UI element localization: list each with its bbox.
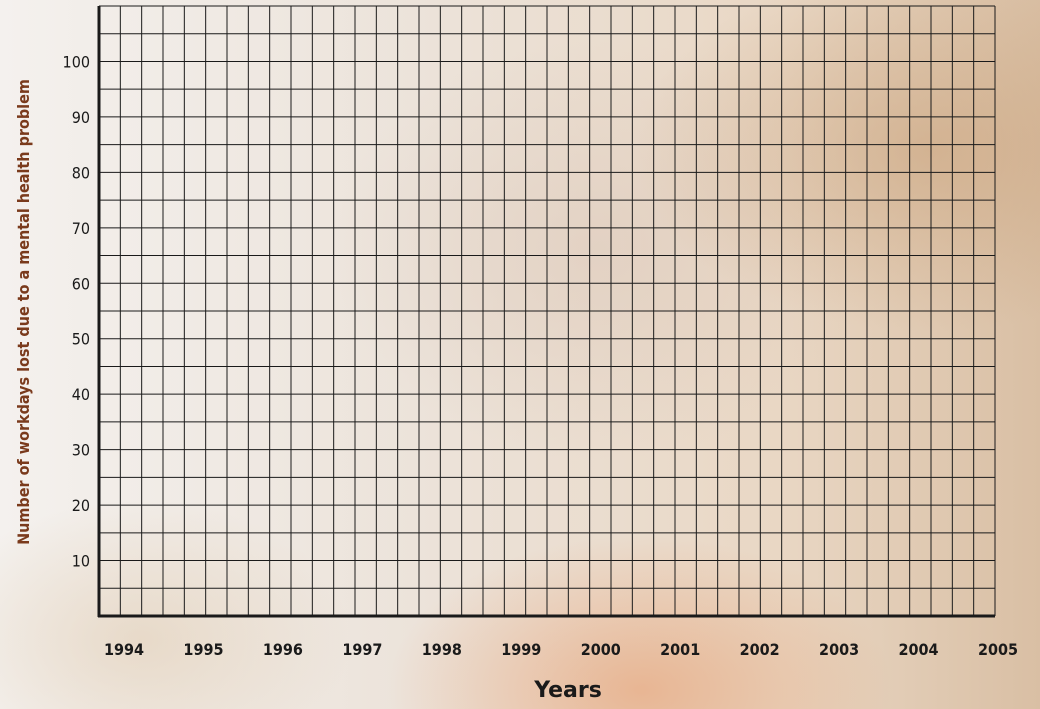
- x-tick-label: 2003: [819, 640, 859, 659]
- x-tick-label: 2000: [581, 640, 621, 659]
- x-tick-label: 1995: [183, 640, 223, 659]
- x-tick-label: 1997: [342, 640, 382, 659]
- y-tick-label: 80: [72, 163, 90, 182]
- y-tick-label: 40: [72, 385, 90, 404]
- chart-axes: [97, 6, 995, 618]
- y-axis-ticks: 10 20 30 40 50 60 70 80 90 100: [63, 52, 90, 570]
- x-axis-label: Years: [533, 678, 602, 703]
- y-axis-label: Number of workdays lost due to a mental …: [14, 79, 33, 545]
- x-tick-label: 1998: [422, 640, 462, 659]
- y-tick-label: 30: [72, 441, 90, 460]
- y-tick-label: 60: [72, 274, 90, 293]
- x-tick-label: 2004: [899, 640, 939, 659]
- x-axis-ticks: 1994 1995 1996 1997 1998 1999 2000 2001 2002 2003…: [104, 640, 1018, 659]
- x-tick-label: 2002: [740, 640, 780, 659]
- x-tick-label: 2005: [978, 640, 1018, 659]
- x-tick-label: 2001: [660, 640, 700, 659]
- y-tick-label: 10: [72, 552, 90, 571]
- y-tick-label: 50: [72, 330, 90, 349]
- x-tick-label: 1996: [263, 640, 303, 659]
- x-tick-label: 1994: [104, 640, 144, 659]
- y-tick-label: 100: [63, 52, 90, 71]
- y-tick-label: 70: [72, 219, 90, 238]
- x-tick-label: 1999: [501, 640, 541, 659]
- y-tick-label: 90: [72, 108, 90, 127]
- chart-grid: [98, 5, 996, 617]
- y-tick-label: 20: [72, 496, 90, 515]
